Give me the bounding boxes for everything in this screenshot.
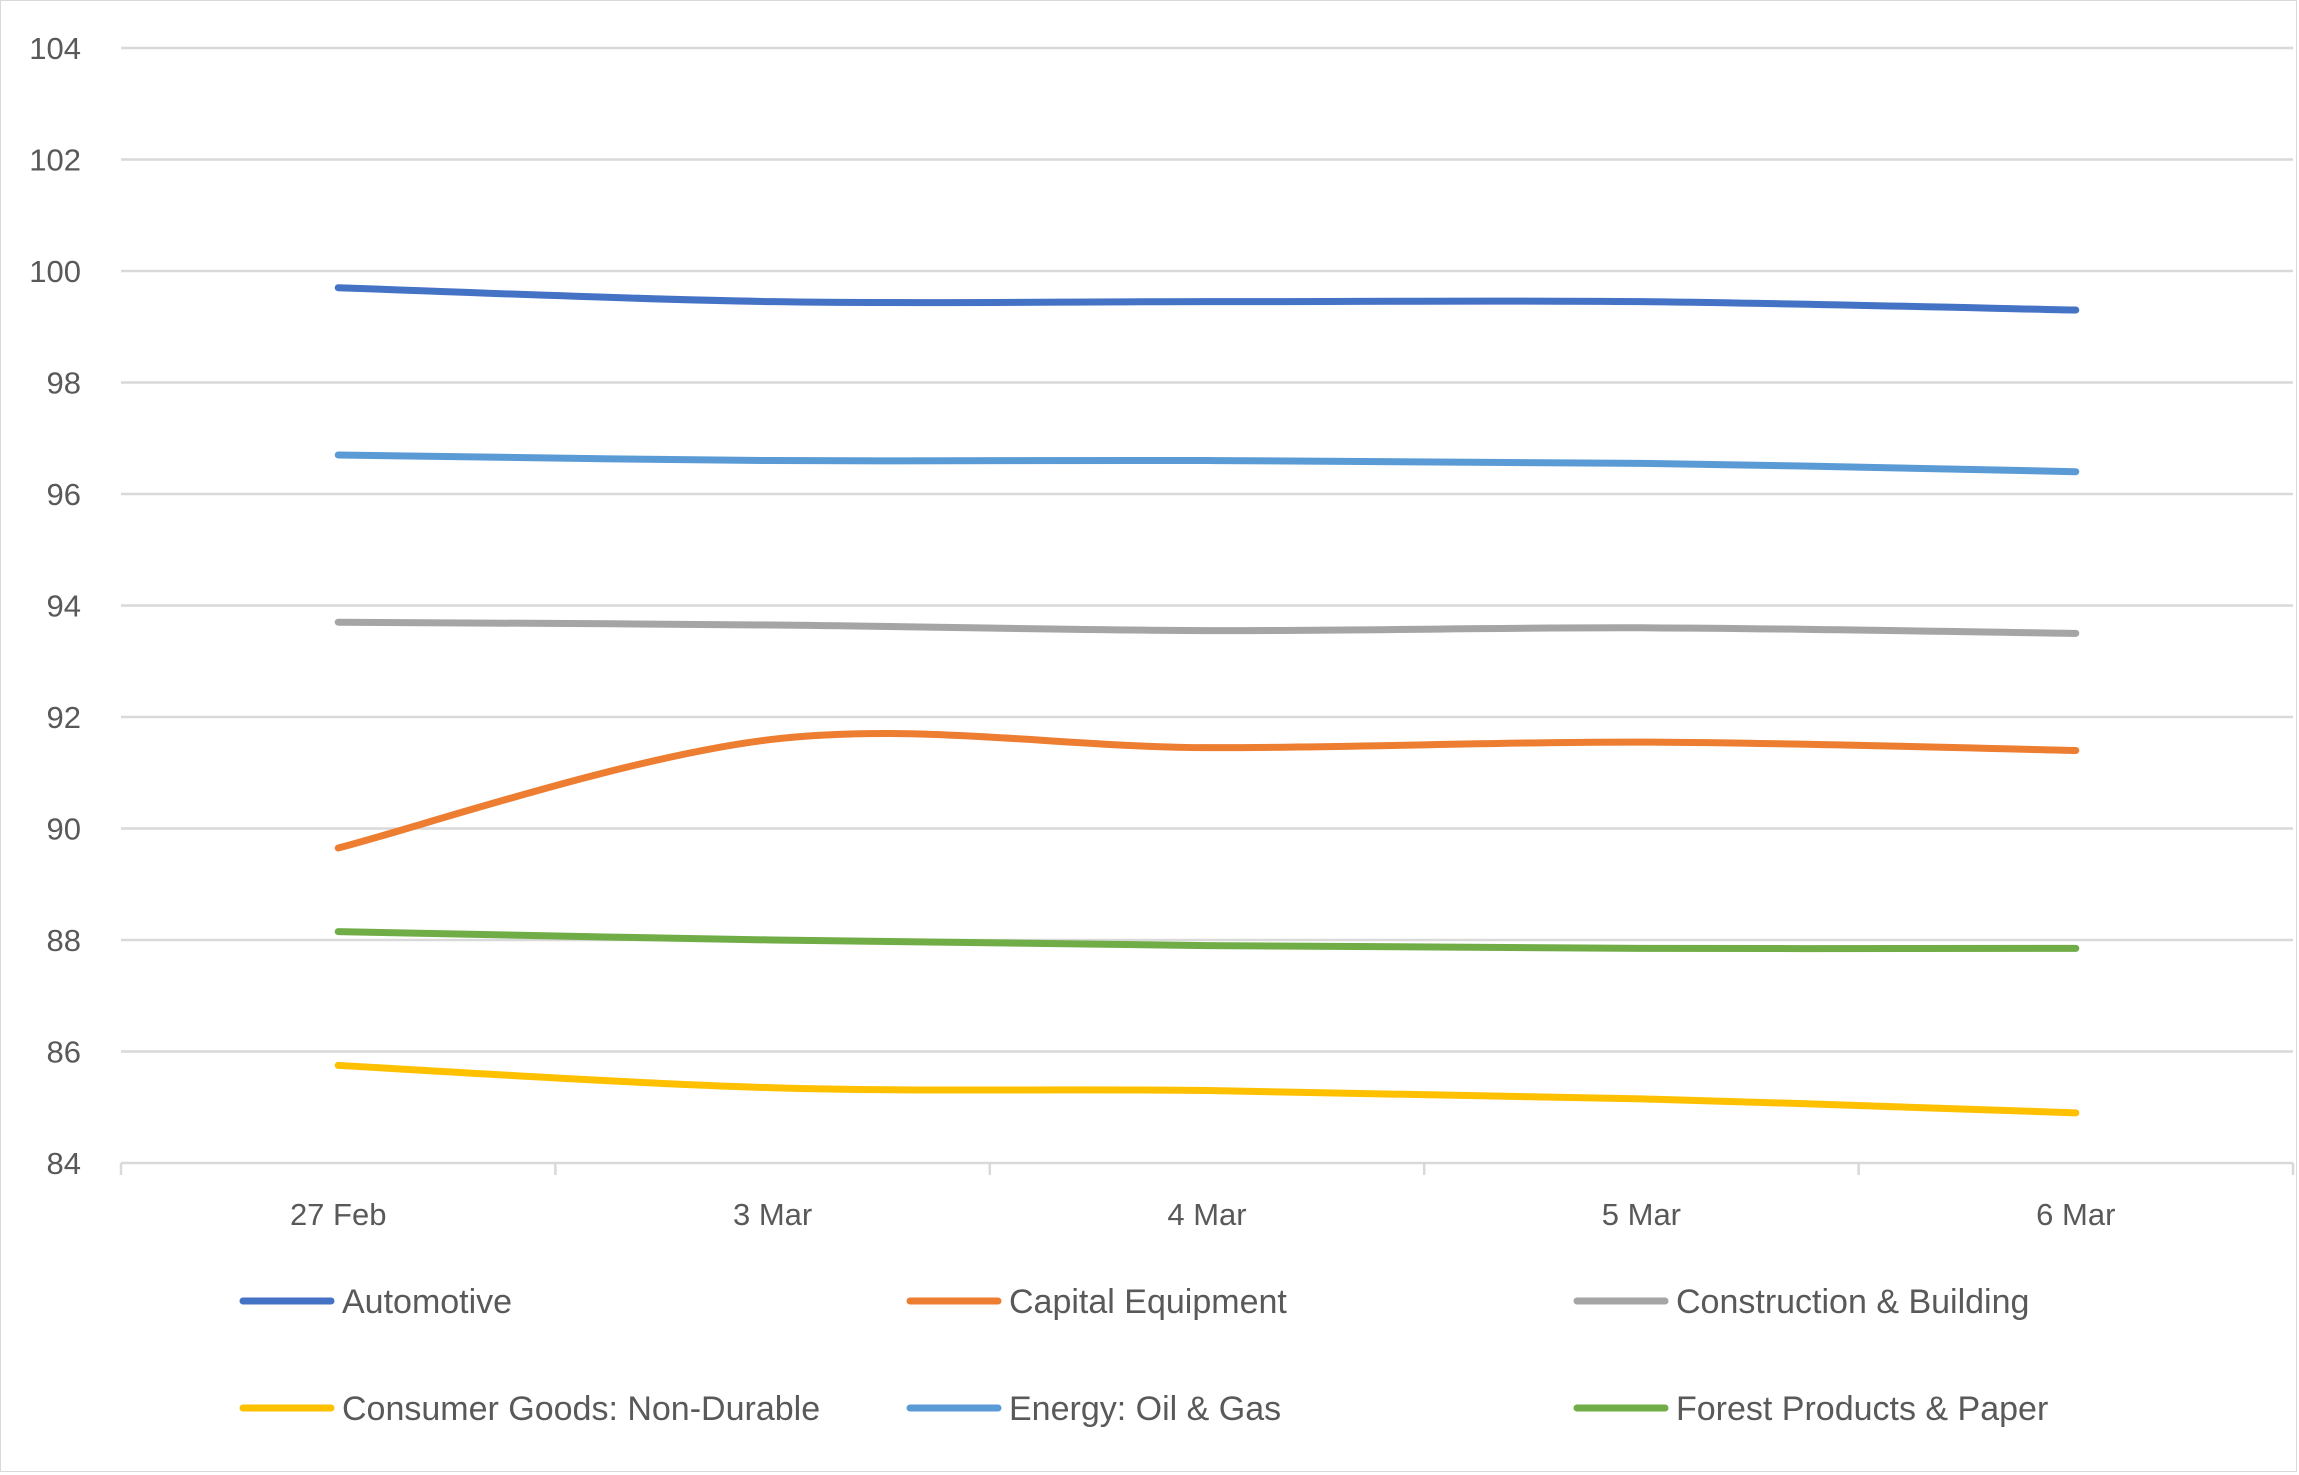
legend-label: Construction & Building <box>1676 1283 2029 1321</box>
legend-label: Forest Products & Paper <box>1676 1390 2048 1428</box>
legend: Automotive Capital Equipment Construction … <box>239 1283 2048 1428</box>
y-tick-label: 88 <box>47 923 81 958</box>
legend-label: Consumer Goods: Non-Durable <box>342 1390 820 1428</box>
legend-item-automotive[interactable]: Automotive <box>239 1283 512 1321</box>
series-line-energy-oil-gas <box>334 451 2080 476</box>
x-tick-label: 4 Mar <box>1167 1197 1246 1232</box>
series-line-construction-building <box>334 618 2080 637</box>
series-line-consumer-goods-non-durable <box>334 1061 2080 1117</box>
y-tick-label: 86 <box>47 1035 81 1070</box>
y-tick-label: 84 <box>47 1146 81 1181</box>
y-tick-label: 104 <box>29 31 81 66</box>
x-tick-label: 5 Mar <box>1602 1197 1681 1232</box>
legend-item-construction-building[interactable]: Construction & Building <box>1573 1283 2029 1321</box>
legend-item-energy-oil-gas[interactable]: Energy: Oil & Gas <box>906 1390 1281 1428</box>
y-tick-label: 90 <box>47 812 81 847</box>
legend-label: Capital Equipment <box>1009 1283 1287 1321</box>
legend-item-consumer-goods-non-durable[interactable]: Consumer Goods: Non-Durable <box>239 1390 820 1428</box>
series-line-forest-products-paper <box>334 928 2080 953</box>
series-line-capital-equipment <box>334 730 2080 852</box>
y-tick-label: 100 <box>29 254 81 289</box>
series-line-automotive <box>334 284 2080 314</box>
y-tick-label: 96 <box>47 477 81 512</box>
y-axis-labels: 84 86 88 90 92 94 96 98 100 102 104 <box>29 31 81 1181</box>
x-tick-label: 3 Mar <box>733 1197 812 1232</box>
plot-area <box>334 284 2080 1117</box>
legend-item-capital-equipment[interactable]: Capital Equipment <box>906 1283 1287 1321</box>
y-tick-label: 94 <box>47 589 81 624</box>
legend-label: Automotive <box>342 1283 512 1321</box>
x-tick-label: 6 Mar <box>2036 1197 2115 1232</box>
y-tick-label: 98 <box>47 366 81 401</box>
x-tick-label: 27 Feb <box>290 1197 387 1232</box>
gridlines <box>121 46 2293 1053</box>
legend-item-forest-products-paper[interactable]: Forest Products & Paper <box>1573 1390 2048 1428</box>
y-tick-label: 92 <box>47 700 81 735</box>
legend-label: Energy: Oil & Gas <box>1009 1390 1281 1428</box>
x-axis-labels: 27 Feb 3 Mar 4 Mar 5 Mar 6 Mar <box>290 1197 2115 1232</box>
y-tick-label: 102 <box>29 143 81 178</box>
x-axis <box>119 1161 2295 1175</box>
